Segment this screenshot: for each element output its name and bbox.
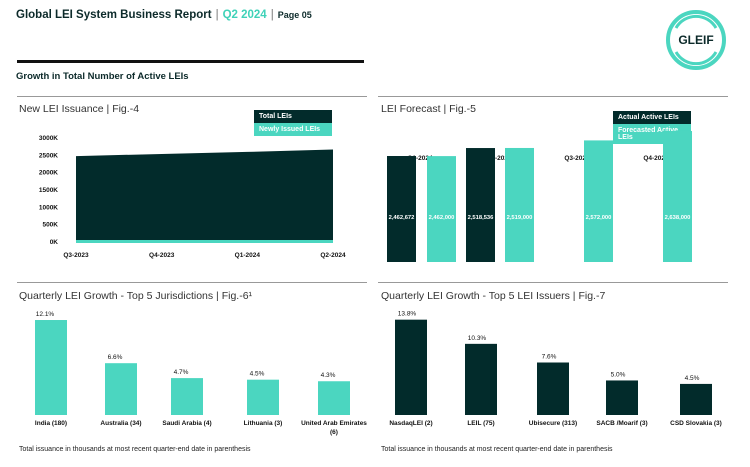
bar-value-label: 4.5%: [250, 371, 265, 378]
category-label: Lithuania (3): [244, 420, 283, 427]
category-label: Q3-2024: [564, 155, 590, 162]
bar: [171, 378, 203, 415]
x-tick-label: Q2-2024: [320, 252, 346, 259]
y-tick-label: 1000K: [39, 204, 58, 211]
bar-value-label: 5.0%: [611, 371, 626, 378]
bar: [606, 380, 638, 415]
bar-label: 2,572,000: [586, 215, 612, 221]
category-label: SACB /Moarif (3): [596, 420, 647, 427]
bar-value-label: 4.7%: [174, 369, 189, 376]
y-tick-label: 0K: [50, 239, 59, 246]
bar: [537, 362, 569, 415]
category-label: LEIL (75): [467, 420, 494, 427]
x-tick-label: Q3-2023: [63, 252, 89, 259]
category-label: India (180): [35, 420, 67, 427]
bar-actual: [387, 156, 416, 262]
fig4-title: New LEI Issuance | Fig.-4: [19, 103, 140, 115]
bar-label: 2,519,000: [507, 215, 533, 221]
bar-value-label: 6.6%: [108, 354, 123, 361]
category-label: Ubisecure (313): [529, 420, 577, 427]
bar-forecast: [584, 140, 613, 262]
y-tick-label: 2000K: [39, 170, 58, 177]
category-label: Q4-2024: [643, 155, 669, 162]
legend-newly-issued: Newly Issued LEIs: [254, 123, 332, 136]
bar: [680, 383, 712, 415]
fig6-footnote: Total issuance in thousands at most rece…: [19, 446, 251, 453]
bar-actual: [466, 148, 495, 262]
bar: [395, 319, 427, 415]
category-label: NasdaqLEI (2): [389, 420, 432, 427]
area-total-leis: [76, 149, 333, 241]
fig7-title: Quarterly LEI Growth - Top 5 LEI Issuers…: [381, 290, 606, 302]
divider: [17, 282, 367, 283]
bar-label: 2,518,536: [468, 215, 495, 221]
category-label: Australia (34): [100, 420, 141, 427]
bar: [318, 381, 350, 415]
divider: [378, 282, 728, 283]
bar: [465, 343, 497, 415]
divider: [17, 96, 367, 97]
category-label: Q1-2024: [407, 155, 433, 162]
bar: [105, 363, 137, 415]
bar-label: 2,462,000: [429, 215, 455, 221]
section-title: Growth in Total Number of Active LEIs: [16, 71, 189, 82]
report-title: Global LEI System Business Report: [16, 9, 212, 21]
y-tick-label: 1500K: [39, 187, 58, 194]
y-tick-label: 3000K: [39, 135, 58, 142]
bar-value-label: 10.3%: [468, 335, 487, 342]
area-newly-issued: [76, 240, 333, 243]
category-label: Saudi Arabia (4): [162, 420, 211, 427]
fig5-chart: Q1-2024 Q2-2024 Q3-2024 Q4-2024 2,462,672 2,4…: [387, 130, 692, 262]
bar-value-label: 12.1%: [36, 311, 55, 318]
report-quarter: Q2 2024: [222, 9, 267, 21]
bar-label: 2,462,672: [389, 215, 415, 221]
page-number: Page 05: [277, 10, 312, 20]
bar-value-label: 4.5%: [685, 375, 700, 382]
category-label: United Arab Emirates: [301, 420, 367, 427]
bar-label: 2,638,000: [665, 215, 691, 221]
divider: [378, 96, 728, 97]
divider: [17, 60, 364, 63]
bar-value-label: 4.3%: [321, 372, 336, 379]
report-header: Global LEI System Business Report | Q2 202…: [16, 9, 312, 21]
fig7-footnote: Total issuance in thousands at most rece…: [381, 446, 613, 453]
fig5-title: LEI Forecast | Fig.-5: [381, 103, 476, 115]
svg-text:GLEIF: GLEIF: [678, 33, 713, 47]
category-label-count: (6): [330, 429, 338, 436]
x-tick-label: Q4-2023: [149, 252, 175, 259]
bar: [35, 320, 67, 415]
bar-value-label: 7.6%: [542, 353, 557, 360]
legend-actual: Actual Active LEIs: [613, 111, 691, 124]
fig4-legend: Total LEIs Newly Issued LEIs: [254, 110, 332, 136]
y-tick-label: 500K: [42, 222, 58, 229]
bar-forecast: [505, 147, 534, 262]
legend-total-leis: Total LEIs: [254, 110, 332, 123]
fig6-title: Quarterly LEI Growth - Top 5 Jurisdictio…: [19, 290, 253, 302]
bar: [247, 379, 279, 415]
bar-forecast: [663, 130, 692, 262]
gleif-logo: GLEIF: [664, 8, 728, 72]
fig4-chart: 0K 500K 1000K 1500K 2000K 2500K 3000K Q3-2023 Q4…: [39, 135, 346, 259]
x-tick-label: Q1-2024: [235, 252, 261, 259]
bar-forecast: [427, 156, 456, 262]
category-label: CSD Slovakia (3): [670, 420, 722, 427]
bar-value-label: 13.8%: [398, 311, 417, 318]
y-tick-label: 2500K: [39, 152, 58, 159]
category-label: Q2-2024: [486, 155, 512, 162]
